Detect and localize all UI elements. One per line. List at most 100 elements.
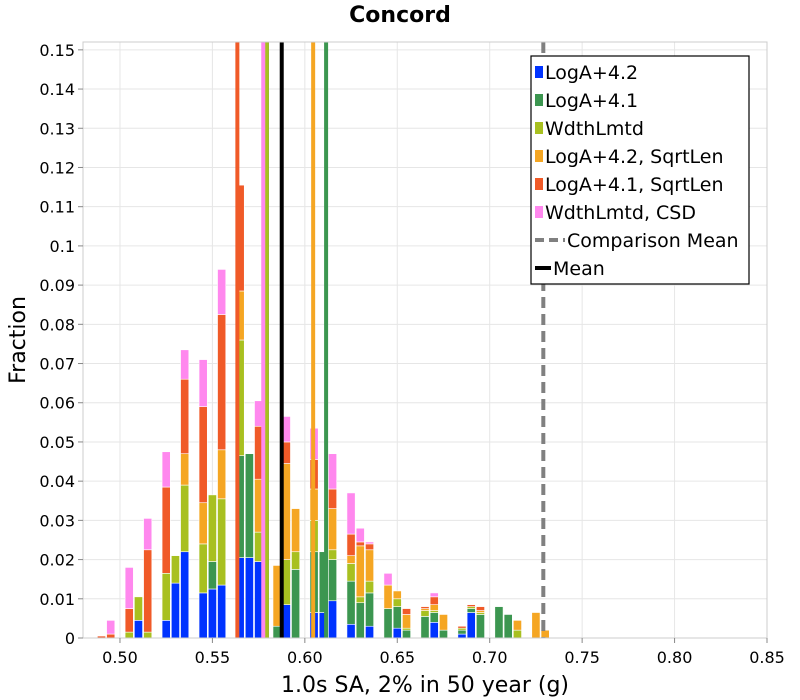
bar-segment (106, 633, 116, 639)
bar-segment (217, 584, 227, 639)
chart-title: Concord (349, 3, 451, 28)
y-tick-label: 0 (65, 629, 75, 648)
bar-segment (143, 518, 153, 551)
bar-segment (143, 631, 153, 639)
bar-segment (346, 563, 356, 582)
legend-swatch (535, 150, 543, 162)
legend-swatch (535, 94, 543, 106)
legend-label: WdthLmtd, CSD (545, 202, 696, 224)
bar-segment (124, 608, 134, 633)
y-tick-label: 0.13 (39, 119, 75, 138)
bar-segment (207, 494, 217, 562)
bar-segment (540, 629, 550, 639)
bar-segment (429, 612, 439, 623)
bar-segment (439, 614, 448, 631)
bar-segment (180, 484, 190, 553)
x-tick-label: 0.60 (287, 648, 323, 667)
bar-segment (328, 600, 337, 639)
bar-segment (476, 614, 485, 639)
bar-segment (531, 612, 541, 639)
bar-segment (402, 629, 411, 639)
bar-segment (198, 543, 208, 594)
legend-swatch (535, 66, 543, 78)
bar-segment (291, 508, 301, 553)
bar-segment (134, 596, 143, 621)
bar-segment (161, 486, 171, 574)
bar-segment (346, 492, 356, 535)
legend-swatch (535, 206, 543, 218)
x-tick-label: 0.65 (379, 648, 415, 667)
bar-segment (402, 614, 411, 629)
bar-segment (476, 606, 485, 611)
bar-segment (328, 488, 337, 509)
y-tick-label: 0.11 (39, 198, 75, 217)
bar-segment (198, 592, 208, 639)
legend-label: LogA+4.2 (545, 62, 638, 84)
bar-segment (217, 269, 227, 315)
bar-segment (328, 549, 337, 560)
bar-segment (383, 573, 393, 586)
bar-segment (513, 629, 522, 639)
bar-segment (392, 627, 402, 639)
x-tick-label: 0.50 (102, 648, 138, 667)
bar-segment (355, 527, 365, 543)
bar-segment (457, 633, 467, 639)
bar-segment (217, 314, 227, 451)
bar-segment (365, 543, 374, 551)
bar-segment (383, 584, 393, 609)
bar-segment (328, 508, 337, 551)
bars-group (97, 184, 550, 639)
bar-segment (439, 629, 448, 639)
bar-segment (134, 620, 143, 639)
bar-segment (355, 545, 365, 598)
y-axis-label: Fraction (6, 296, 31, 384)
bar-segment (365, 592, 374, 627)
bar-segment (217, 498, 227, 586)
bar-segment (383, 608, 393, 639)
y-tick-label: 0.07 (39, 355, 75, 374)
bar-segment (365, 541, 374, 545)
bar-segment (457, 629, 467, 635)
bar-segment (198, 502, 208, 545)
mean-lines (235, 42, 546, 638)
bar-segment (180, 453, 190, 486)
bar-segment (365, 625, 374, 639)
bar-segment (466, 608, 476, 613)
y-tick-label: 0.04 (39, 472, 75, 491)
legend-label: Mean (553, 258, 605, 280)
bar-segment (198, 406, 208, 504)
legend-label: LogA+4.2, SqrtLen (545, 146, 724, 168)
bar-segment (124, 631, 134, 639)
bar-segment (513, 620, 522, 631)
bar-segment (355, 541, 365, 547)
legend-swatch (535, 178, 543, 190)
y-tick-label: 0.01 (39, 590, 75, 609)
bar-segment (180, 551, 190, 639)
bar-segment (161, 451, 171, 488)
y-tick-label: 0.09 (39, 276, 75, 295)
bar-segment (346, 623, 356, 639)
bar-segment (355, 596, 365, 604)
bar-segment (457, 625, 467, 629)
bar-segment (291, 569, 301, 639)
bar-segment (429, 596, 439, 605)
x-tick-label: 0.85 (749, 648, 785, 667)
x-tick-label: 0.70 (472, 648, 508, 667)
bar-segment (392, 606, 402, 629)
plot-area (82, 41, 768, 639)
bar-segment (392, 590, 402, 600)
bar-segment (106, 620, 116, 635)
bar-segment (346, 533, 356, 556)
bar-segment (346, 555, 356, 564)
bar-segment (328, 453, 337, 490)
bar-segment (244, 453, 254, 558)
bar-segment (346, 580, 356, 625)
bar-segment (161, 620, 171, 639)
bar-segment (420, 610, 430, 617)
x-axis-label: 1.0s SA, 2% in 50 year (g) (281, 673, 569, 698)
bar-segment (124, 567, 134, 609)
bar-segment (291, 551, 301, 570)
legend-label: WdthLmtd (545, 118, 644, 140)
bar-segment (180, 378, 190, 455)
